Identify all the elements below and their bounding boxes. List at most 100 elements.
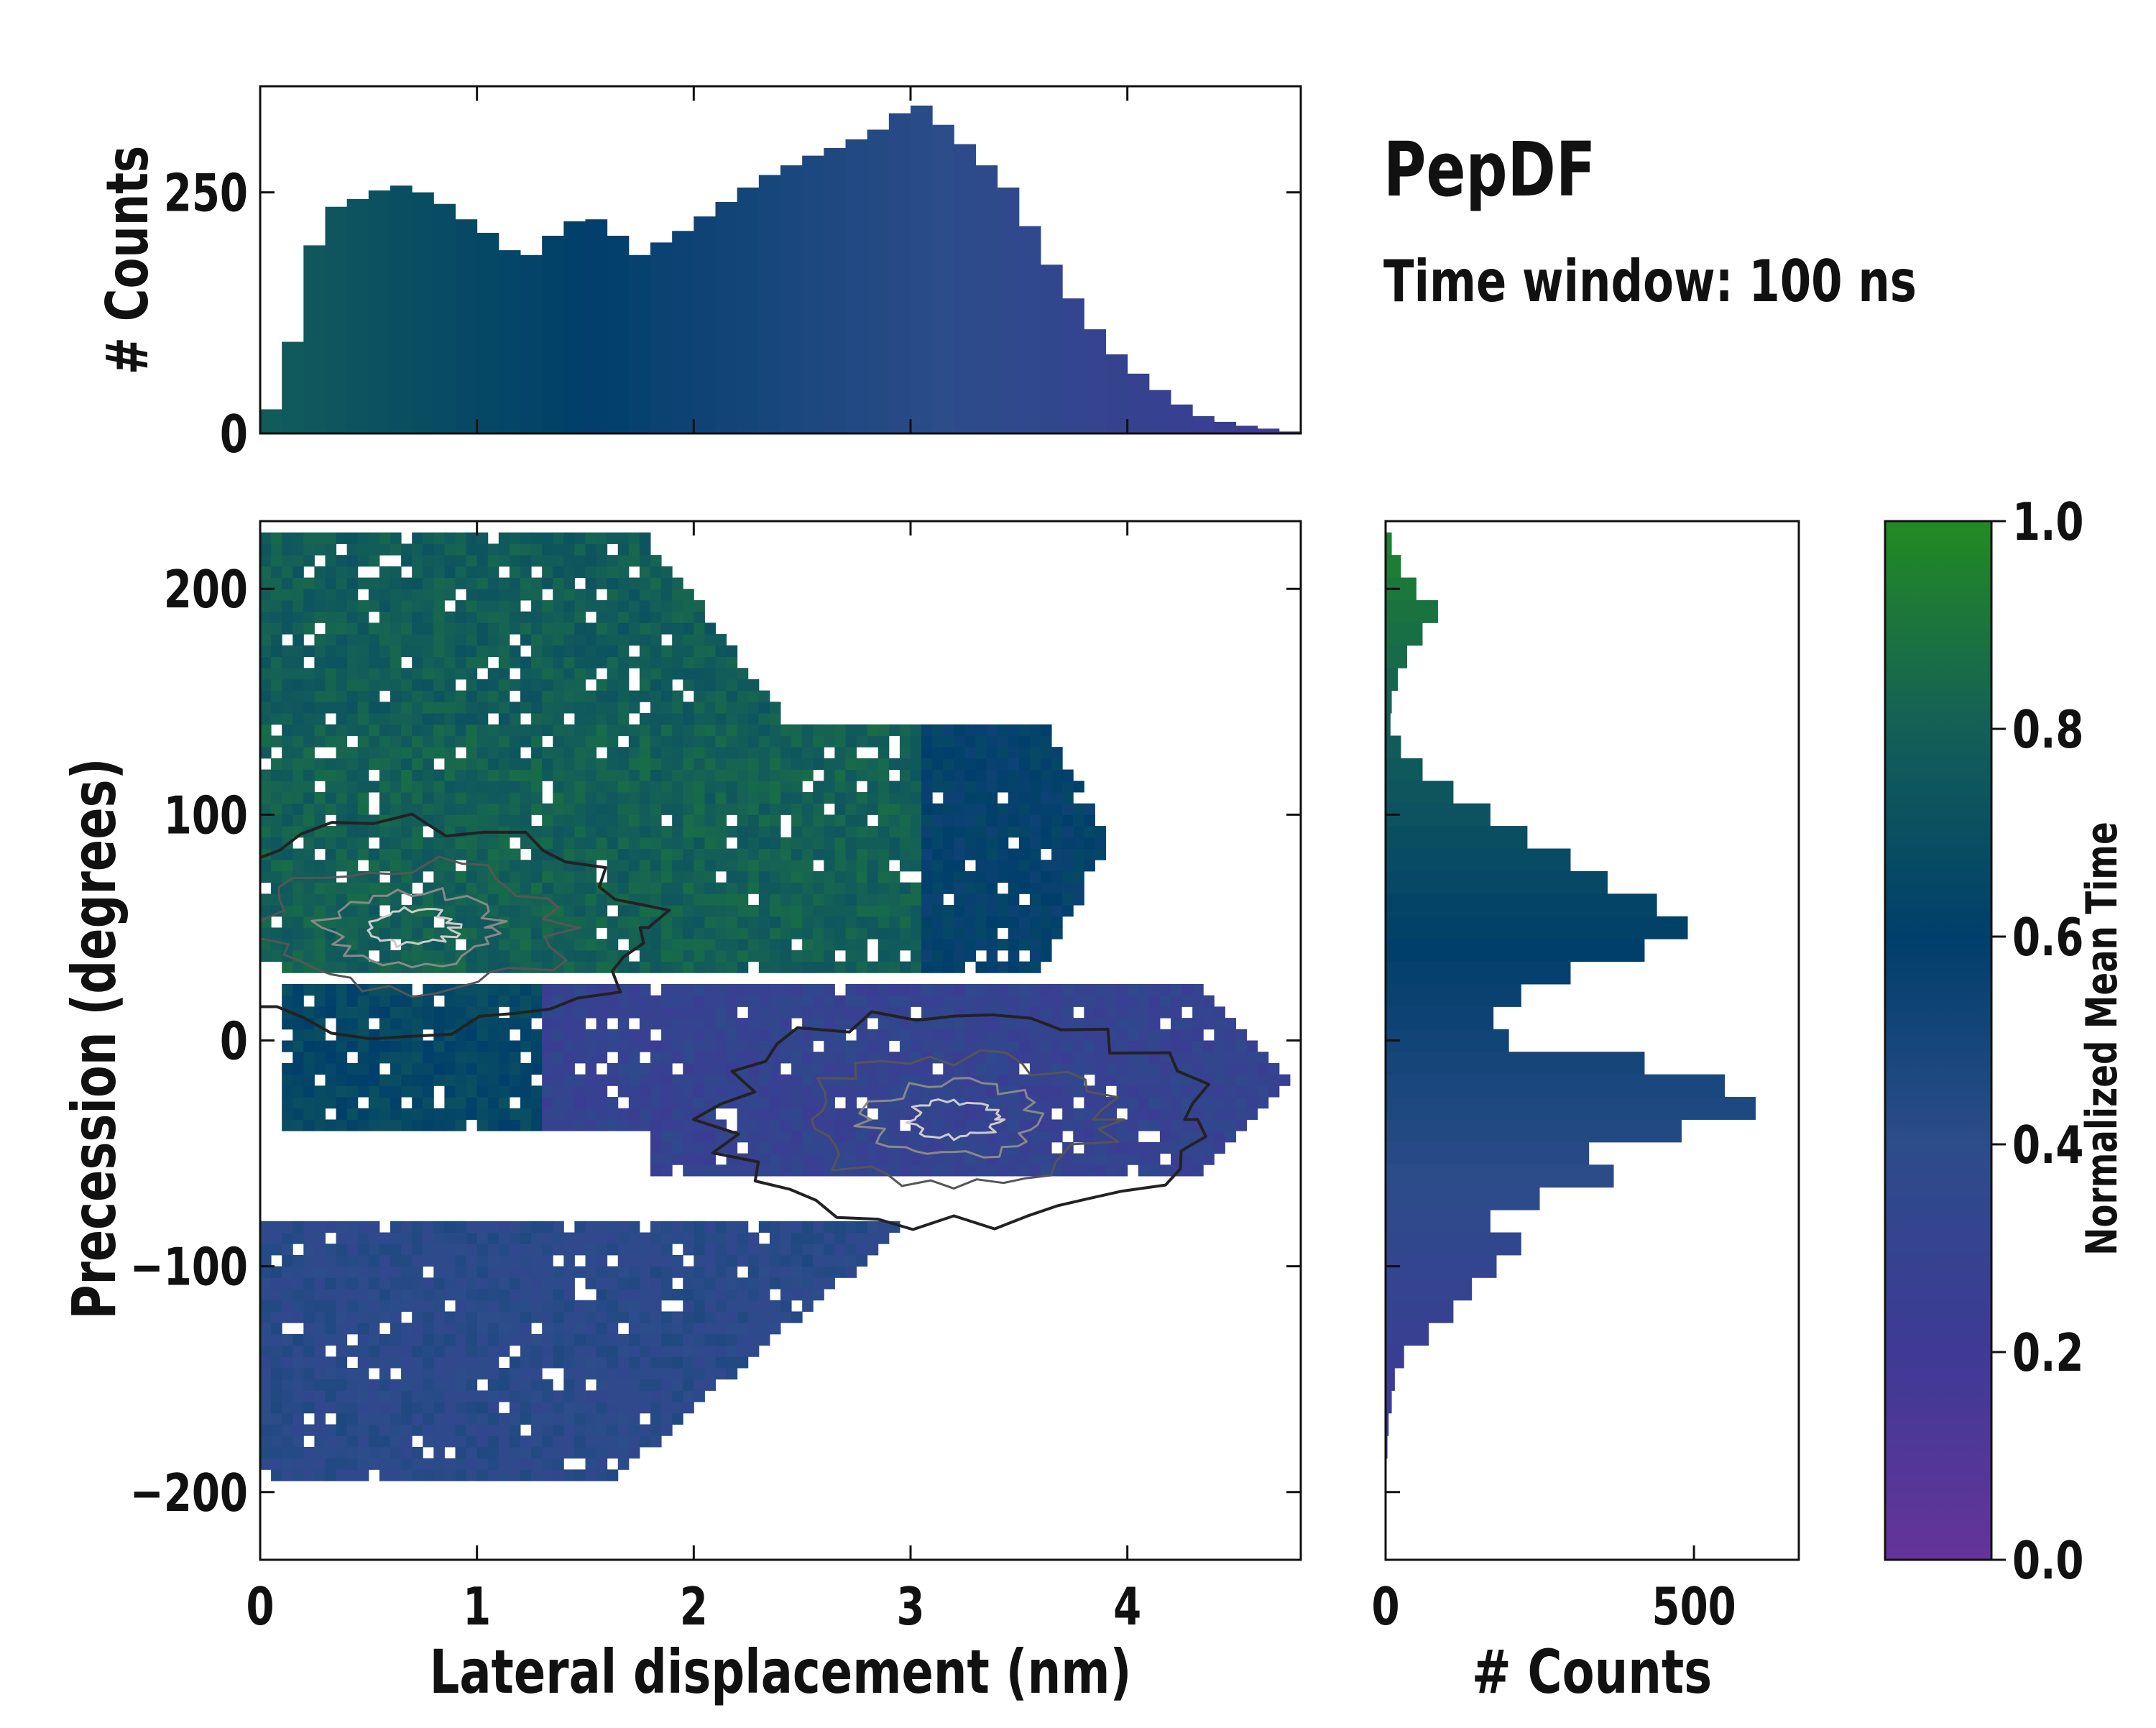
- heatmap-cell: [802, 882, 814, 894]
- heatmap-cell: [357, 713, 369, 725]
- heatmap-cell: [899, 837, 911, 849]
- heatmap-cell: [791, 1119, 803, 1131]
- heatmap-cell: [346, 724, 359, 736]
- heatmap-cell: [650, 1367, 662, 1380]
- heatmap-cell: [845, 1097, 857, 1109]
- heatmap-cell: [455, 532, 467, 544]
- heatmap-cell: [368, 1097, 380, 1109]
- heatmap-cell: [412, 848, 423, 860]
- heatmap-cell: [628, 1412, 640, 1425]
- heatmap-cell: [401, 599, 413, 612]
- heatmap-cell: [260, 656, 272, 668]
- heatmap-cell: [596, 611, 608, 623]
- heatmap-cell: [867, 995, 879, 1007]
- heatmap-cell: [368, 599, 380, 612]
- heatmap-cell: [303, 905, 315, 917]
- heatmap-cell: [433, 803, 445, 815]
- heatmap-cell: [509, 860, 521, 872]
- heatmap-cell: [520, 555, 532, 567]
- heatmap-cell: [542, 599, 553, 612]
- heatmap-cell: [542, 566, 553, 579]
- heatmap-cell: [563, 1402, 575, 1414]
- heatmap-cell: [758, 1323, 770, 1335]
- heatmap-cell: [607, 599, 619, 612]
- heatmap-cell: [455, 724, 467, 736]
- heatmap-cell: [1051, 1074, 1063, 1086]
- heatmap-cell: [1029, 995, 1041, 1007]
- heatmap-cell: [542, 555, 553, 567]
- heatmap-cell: [715, 939, 727, 951]
- heatmap-cell: [672, 1141, 683, 1154]
- heatmap-cell: [672, 1040, 683, 1052]
- heatmap-cell: [455, 622, 467, 635]
- heatmap-cell: [747, 860, 760, 872]
- heatmap-cell: [845, 814, 857, 827]
- heatmap-cell: [423, 1300, 434, 1312]
- heatmap-cell: [911, 983, 922, 996]
- heatmap-cell: [824, 758, 835, 771]
- top-hist-bar: [346, 198, 369, 433]
- heatmap-cell: [1084, 1119, 1095, 1131]
- heatmap-cell: [336, 1367, 348, 1380]
- heatmap-cell: [487, 1052, 499, 1064]
- heatmap-cell: [758, 916, 770, 928]
- heatmap-cell: [596, 1074, 608, 1086]
- heatmap-cell: [390, 826, 402, 838]
- heatmap-cell: [476, 1289, 489, 1301]
- heatmap-cell: [336, 634, 348, 646]
- heatmap-cell: [542, 1277, 553, 1290]
- heatmap-cell: [325, 634, 337, 646]
- heatmap-cell: [531, 1085, 543, 1098]
- heatmap-cell: [791, 1062, 803, 1075]
- heatmap-cell: [574, 668, 586, 680]
- heatmap-cell: [346, 1379, 359, 1391]
- heatmap-cell: [650, 1085, 662, 1098]
- top-hist-bar: [542, 235, 564, 433]
- heatmap-cell: [282, 713, 293, 725]
- heatmap-cell: [282, 1018, 293, 1030]
- heatmap-cell: [1073, 870, 1084, 883]
- heatmap-cell: [271, 927, 282, 939]
- top-hist-bar: [1084, 329, 1106, 433]
- heatmap-cell: [314, 713, 326, 725]
- heatmap-cell: [780, 791, 792, 804]
- heatmap-cell: [314, 1333, 326, 1346]
- heatmap-cell: [758, 1062, 770, 1075]
- heatmap-cell: [899, 769, 911, 781]
- heatmap-cell: [704, 803, 716, 815]
- heatmap-cell: [877, 950, 890, 962]
- heatmap-cell: [997, 961, 1009, 973]
- heatmap-cell: [867, 803, 879, 815]
- heatmap-cell: [574, 611, 586, 623]
- heatmap-cell: [1029, 860, 1041, 872]
- heatmap-cell: [531, 1345, 543, 1357]
- heatmap-cell: [553, 645, 564, 657]
- heatmap-cell: [574, 599, 586, 612]
- heatmap-cell: [986, 882, 998, 894]
- heatmap-cell: [661, 1131, 673, 1143]
- heatmap-cell: [824, 1266, 835, 1278]
- heatmap-cell: [1008, 848, 1020, 860]
- heatmap-cell: [476, 1119, 489, 1131]
- heatmap-cell: [336, 1300, 348, 1312]
- heatmap-cell: [292, 1277, 304, 1290]
- heatmap-cell: [585, 1356, 597, 1369]
- heatmap-cell: [401, 543, 413, 556]
- heatmap-cell: [368, 645, 380, 657]
- heatmap-cell: [292, 1074, 304, 1086]
- heatmap-cell: [357, 622, 369, 635]
- heatmap-cell: [726, 1254, 738, 1267]
- heatmap-cell: [802, 1097, 814, 1109]
- heatmap-cell: [758, 1311, 770, 1323]
- heatmap-cell: [824, 995, 835, 1007]
- heatmap-cell: [824, 1006, 835, 1019]
- heatmap-cell: [531, 668, 543, 680]
- heatmap-cell: [1159, 1074, 1171, 1086]
- heatmap-cell: [574, 656, 586, 668]
- heatmap-cell: [661, 1323, 673, 1335]
- heatmap-cell: [423, 724, 434, 736]
- heatmap-cell: [423, 1277, 434, 1290]
- heatmap-cell: [401, 1085, 413, 1098]
- heatmap-cell: [607, 882, 619, 894]
- heatmap-cell: [1041, 882, 1052, 894]
